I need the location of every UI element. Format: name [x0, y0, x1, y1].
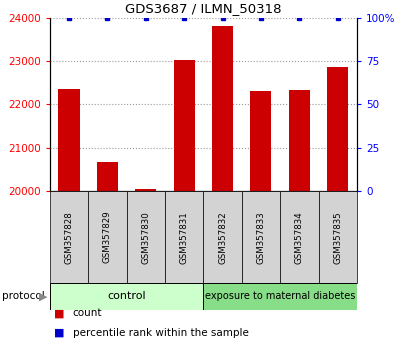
- Text: ■: ■: [54, 308, 64, 318]
- Title: GDS3687 / ILMN_50318: GDS3687 / ILMN_50318: [125, 2, 282, 15]
- Bar: [250, 91, 271, 191]
- Text: GSM357832: GSM357832: [218, 211, 227, 264]
- Bar: [280, 191, 318, 283]
- Bar: [88, 191, 127, 283]
- Text: GSM357834: GSM357834: [295, 211, 304, 264]
- Bar: [242, 191, 280, 283]
- Bar: [165, 191, 203, 283]
- Bar: [135, 189, 156, 191]
- Bar: [50, 191, 88, 283]
- Bar: [319, 191, 357, 283]
- Text: GSM357831: GSM357831: [180, 211, 189, 264]
- Text: exposure to maternal diabetes: exposure to maternal diabetes: [205, 291, 355, 302]
- Bar: [203, 283, 357, 310]
- Text: percentile rank within the sample: percentile rank within the sample: [73, 328, 249, 338]
- Bar: [97, 162, 118, 191]
- Text: GSM357835: GSM357835: [333, 211, 342, 264]
- Bar: [327, 67, 348, 191]
- Text: GSM357830: GSM357830: [141, 211, 150, 264]
- Bar: [289, 90, 310, 191]
- Text: GSM357828: GSM357828: [64, 211, 73, 264]
- Text: control: control: [107, 291, 146, 302]
- Text: protocol: protocol: [2, 291, 45, 302]
- Bar: [50, 283, 203, 310]
- Bar: [212, 25, 233, 191]
- Text: GSM357833: GSM357833: [256, 211, 266, 264]
- Bar: [203, 191, 242, 283]
- Text: ▶: ▶: [39, 291, 47, 302]
- Text: ■: ■: [54, 328, 64, 338]
- Bar: [59, 89, 80, 191]
- Bar: [127, 191, 165, 283]
- Text: count: count: [73, 308, 102, 318]
- Text: GSM357829: GSM357829: [103, 211, 112, 263]
- Bar: [173, 60, 195, 191]
